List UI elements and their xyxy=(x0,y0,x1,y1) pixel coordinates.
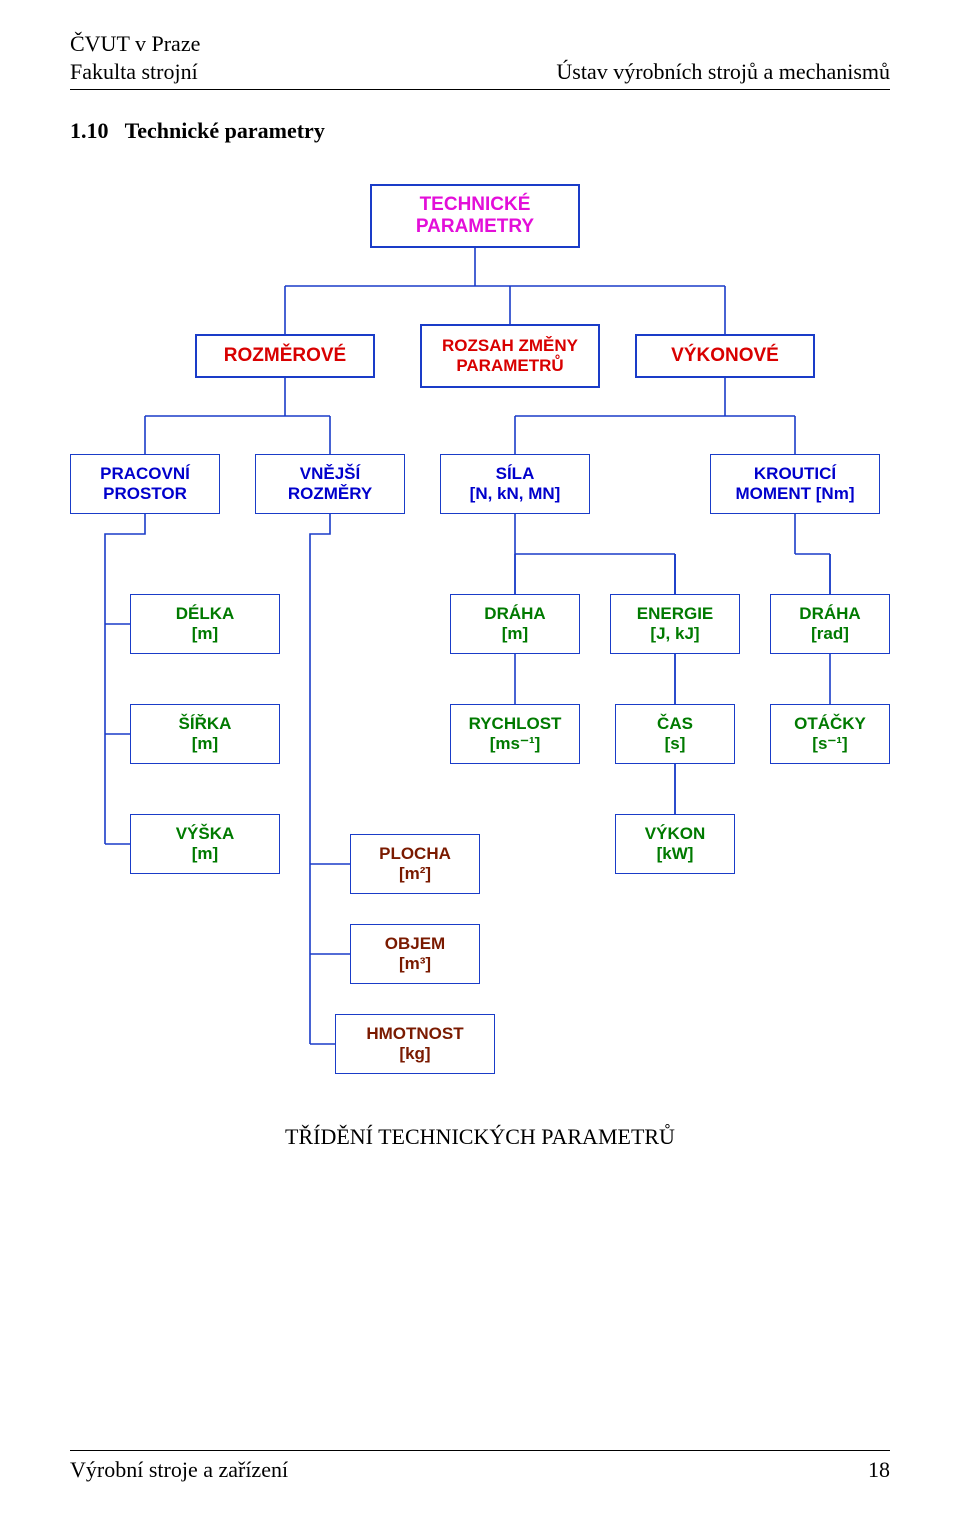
node-objem: OBJEM[m³] xyxy=(350,924,480,984)
node-objem-line2: [m³] xyxy=(399,954,431,974)
node-draha_m-line1: DRÁHA xyxy=(484,604,545,624)
page-footer: Výrobní stroje a zařízení 18 xyxy=(70,1450,890,1483)
node-vyska: VÝŠKA[m] xyxy=(130,814,280,874)
node-rozmerove-line1: ROZMĚROVÉ xyxy=(224,345,346,367)
diagram-caption: TŘÍDĚNÍ TECHNICKÝCH PARAMETRŮ xyxy=(70,1124,890,1150)
node-cas-line1: ČAS xyxy=(657,714,693,734)
node-rozsah-line1: ROZSAH ZMĚNY xyxy=(442,336,578,356)
node-draha_rad-line2: [rad] xyxy=(811,624,849,644)
node-sila-line2: [N, kN, MN] xyxy=(470,484,561,504)
node-root-line1: TECHNICKÉ xyxy=(420,194,531,216)
node-otacky-line1: OTÁČKY xyxy=(794,714,866,734)
header-right: Ústav výrobních strojů a mechanismů xyxy=(556,58,890,86)
node-vnejsi-line2: ROZMĚRY xyxy=(288,484,372,504)
node-vykonove-line1: VÝKONOVÉ xyxy=(671,345,779,367)
node-vykon: VÝKON[kW] xyxy=(615,814,735,874)
header-rule xyxy=(70,89,890,90)
header-left-top: ČVUT v Praze xyxy=(70,30,200,58)
node-energie-line1: ENERGIE xyxy=(637,604,714,624)
node-sila: SÍLA[N, kN, MN] xyxy=(440,454,590,514)
node-rozsah-line2: PARAMETRŮ xyxy=(456,356,563,376)
node-pracovni-line1: PRACOVNÍ xyxy=(100,464,190,484)
node-hmotnost-line1: HMOTNOST xyxy=(366,1024,463,1044)
footer-left: Výrobní stroje a zařízení xyxy=(70,1457,288,1483)
node-vykon-line1: VÝKON xyxy=(645,824,705,844)
node-draha_rad: DRÁHA[rad] xyxy=(770,594,890,654)
section-title-text: Technické parametry xyxy=(125,118,325,143)
node-kroutici-line2: MOMENT [Nm] xyxy=(736,484,855,504)
node-root-line2: PARAMETRY xyxy=(416,216,534,238)
node-energie: ENERGIE[J, kJ] xyxy=(610,594,740,654)
node-otacky-line2: [s⁻¹] xyxy=(812,734,847,754)
node-plocha-line1: PLOCHA xyxy=(379,844,451,864)
node-kroutici: KROUTICÍMOMENT [Nm] xyxy=(710,454,880,514)
node-vykonove: VÝKONOVÉ xyxy=(635,334,815,378)
node-rychlost-line1: RYCHLOST xyxy=(469,714,562,734)
node-root: TECHNICKÉPARAMETRY xyxy=(370,184,580,248)
node-draha_m-line2: [m] xyxy=(502,624,528,644)
diagram: TECHNICKÉPARAMETRYROZMĚROVÉROZSAH ZMĚNYP… xyxy=(70,184,890,1184)
node-vnejsi: VNĚJŠÍROZMĚRY xyxy=(255,454,405,514)
header-left-bottom: Fakulta strojní xyxy=(70,58,198,86)
page: ČVUT v Praze Fakulta strojní Ústav výrob… xyxy=(0,0,960,1519)
node-vykon-line2: [kW] xyxy=(657,844,694,864)
node-vyska-line1: VÝŠKA xyxy=(176,824,235,844)
node-rychlost: RYCHLOST[ms⁻¹] xyxy=(450,704,580,764)
node-cas-line2: [s] xyxy=(665,734,686,754)
node-rozmerove: ROZMĚROVÉ xyxy=(195,334,375,378)
node-sirka-line2: [m] xyxy=(192,734,218,754)
node-delka-line1: DÉLKA xyxy=(176,604,235,624)
section-heading: 1.10 Technické parametry xyxy=(70,118,890,144)
node-draha_rad-line1: DRÁHA xyxy=(799,604,860,624)
node-pracovni: PRACOVNÍPROSTOR xyxy=(70,454,220,514)
node-hmotnost: HMOTNOST[kg] xyxy=(335,1014,495,1074)
node-plocha: PLOCHA[m²] xyxy=(350,834,480,894)
footer-rule xyxy=(70,1450,890,1451)
node-sirka: ŠÍŘKA[m] xyxy=(130,704,280,764)
node-rychlost-line2: [ms⁻¹] xyxy=(490,734,541,754)
node-delka: DÉLKA[m] xyxy=(130,594,280,654)
node-otacky: OTÁČKY[s⁻¹] xyxy=(770,704,890,764)
node-hmotnost-line2: [kg] xyxy=(399,1044,430,1064)
node-delka-line2: [m] xyxy=(192,624,218,644)
footer-right: 18 xyxy=(868,1457,890,1483)
node-pracovni-line2: PROSTOR xyxy=(103,484,187,504)
section-number: 1.10 xyxy=(70,118,109,143)
node-draha_m: DRÁHA[m] xyxy=(450,594,580,654)
node-objem-line1: OBJEM xyxy=(385,934,445,954)
node-vnejsi-line1: VNĚJŠÍ xyxy=(300,464,360,484)
node-kroutici-line1: KROUTICÍ xyxy=(754,464,836,484)
node-sila-line1: SÍLA xyxy=(496,464,535,484)
node-rozsah: ROZSAH ZMĚNYPARAMETRŮ xyxy=(420,324,600,388)
node-energie-line2: [J, kJ] xyxy=(650,624,699,644)
node-plocha-line2: [m²] xyxy=(399,864,431,884)
page-header: ČVUT v Praze Fakulta strojní Ústav výrob… xyxy=(70,30,890,90)
node-sirka-line1: ŠÍŘKA xyxy=(179,714,232,734)
node-cas: ČAS[s] xyxy=(615,704,735,764)
node-vyska-line2: [m] xyxy=(192,844,218,864)
